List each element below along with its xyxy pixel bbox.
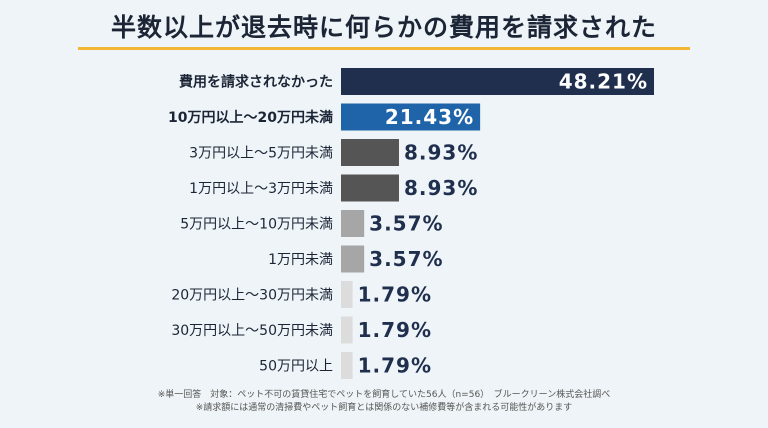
bar xyxy=(341,68,654,95)
category-label: 50万円以上 xyxy=(259,359,333,375)
bar-row: 5万円以上〜10万円未満 3.57% xyxy=(180,210,443,237)
value-label: 21.43% xyxy=(385,105,474,129)
bar-row: 50万円以上 1.79% xyxy=(259,352,432,379)
value-label: 8.93% xyxy=(404,141,478,165)
value-label: 1.79% xyxy=(358,354,432,378)
bar-row: 費用を請求されなかった 48.21% xyxy=(179,68,654,95)
footnote-survey: ※単一回答 対象：ペット不可の賃貸住宅でペットを飼育していた56人（n=56） … xyxy=(157,390,611,400)
bar xyxy=(341,245,365,273)
category-label: 5万円以上〜10万円未満 xyxy=(180,217,333,233)
bar-row: 1万円以上〜3万円未満 8.93% xyxy=(189,174,478,202)
bar xyxy=(341,103,481,131)
bar xyxy=(341,316,353,344)
category-label: 費用を請求されなかった xyxy=(179,74,333,91)
value-label: 48.21% xyxy=(559,70,648,94)
footnote-disclaimer: ※請求額には通常の清掃費やペット飼育とは関係のない補修費等が含まれる可能性があり… xyxy=(195,403,573,413)
category-label: 1万円以上〜3万円未満 xyxy=(189,181,333,197)
category-label: 30万円以上〜50万円未満 xyxy=(171,323,333,339)
bar xyxy=(341,210,365,237)
title-underline xyxy=(78,47,690,50)
bar-row: 1万円未満 3.57% xyxy=(268,245,443,273)
category-label: 1万円未満 xyxy=(268,252,333,268)
bar-row: 20万円以上〜30万円未満 1.79% xyxy=(171,281,432,308)
bar xyxy=(341,139,399,166)
chart-title: 半数以上が退去時に何らかの費用を請求された xyxy=(110,13,657,42)
category-label: 20万円以上〜30万円未満 xyxy=(171,288,333,304)
value-label: 3.57% xyxy=(369,212,443,236)
value-label: 1.79% xyxy=(358,318,432,342)
bar xyxy=(341,174,399,202)
bar-row: 3万円以上〜5万円未満 8.93% xyxy=(189,139,478,166)
bar xyxy=(341,281,353,308)
bar-row: 10万円以上〜20万円未満 21.43% xyxy=(168,103,481,131)
bar xyxy=(341,352,353,379)
category-label: 3万円以上〜5万円未満 xyxy=(189,146,333,162)
value-label: 1.79% xyxy=(358,283,432,307)
value-label: 8.93% xyxy=(404,176,478,200)
value-label: 3.57% xyxy=(369,247,443,271)
bar-row: 30万円以上〜50万円未満 1.79% xyxy=(171,316,432,344)
category-label: 10万円以上〜20万円未満 xyxy=(168,109,333,126)
